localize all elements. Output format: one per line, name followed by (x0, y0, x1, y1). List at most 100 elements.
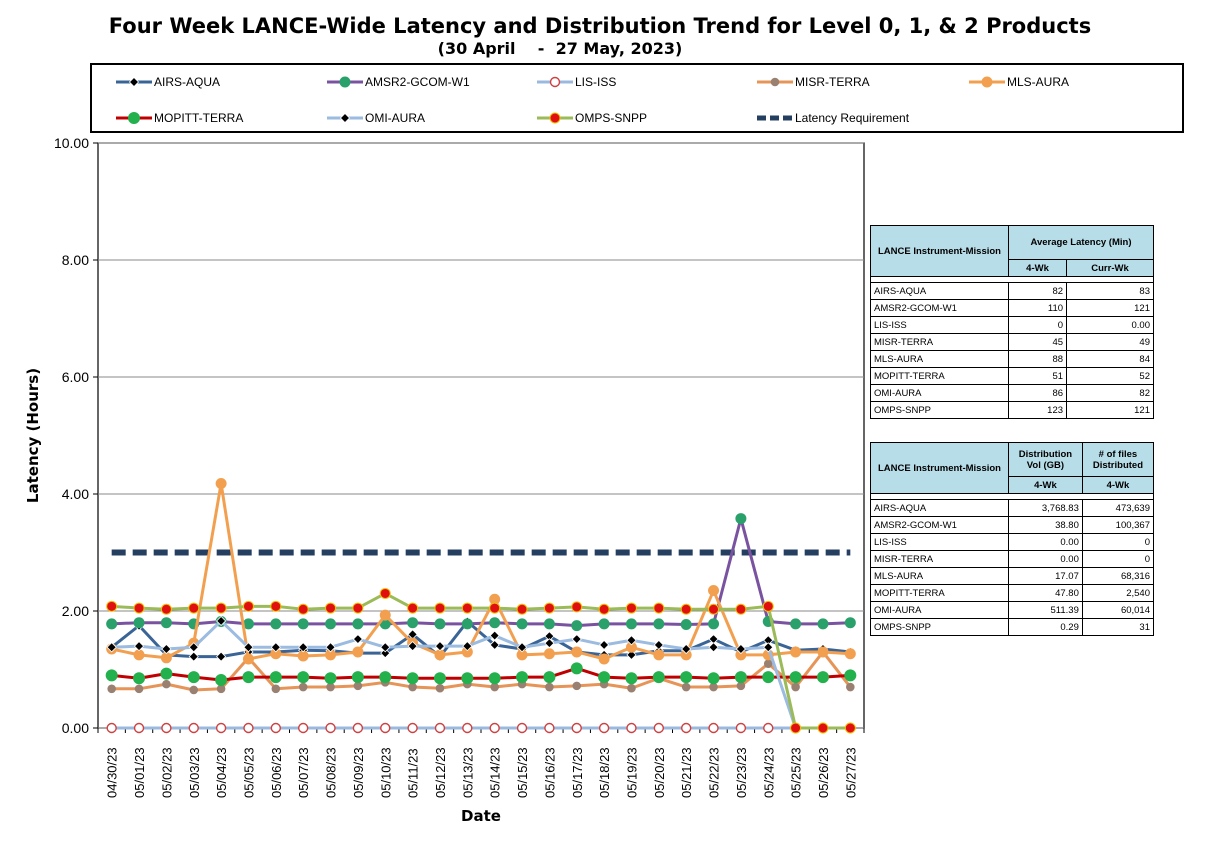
legend-marker (770, 77, 780, 87)
data-point (571, 722, 582, 734)
table-row: OMPS-SNPP 0.29 31 (870, 618, 1155, 636)
data-point (816, 671, 829, 684)
data-point (762, 671, 775, 684)
data-point (133, 722, 145, 734)
data-point (434, 618, 446, 630)
data-point (516, 618, 528, 630)
x-tick-label: 05/24/23 (761, 747, 776, 798)
table-row: AIRS-AQUA 3,768.83 473,639 (870, 499, 1155, 517)
data-point (709, 682, 718, 692)
data-point (516, 671, 529, 684)
data-point (735, 603, 747, 615)
legend-marker (339, 112, 351, 124)
data-point (625, 602, 637, 614)
latency-line-chart: 0.00 2.00 4.00 6.00 8.00 10.00 04/30/23 05/01/2… (24, 135, 865, 825)
table-header-files: # of files Distributed (1081, 442, 1155, 477)
data-point (106, 722, 117, 734)
table-row: MISR-TERRA 0.00 0 (870, 550, 1155, 568)
data-point (188, 642, 199, 653)
data-point (489, 630, 500, 641)
table-header-instrument: LANCE Instrument-Mission (870, 225, 1009, 277)
data-point (708, 722, 719, 734)
data-point (407, 641, 418, 652)
data-point (846, 682, 855, 692)
legend-marker (549, 76, 561, 88)
table-cell-instrument: LIS-ISS (870, 533, 1009, 551)
data-point (653, 639, 664, 650)
data-point (516, 722, 528, 734)
data-point (736, 681, 746, 691)
data-point (380, 722, 391, 734)
data-point (107, 684, 116, 694)
data-point (133, 649, 145, 661)
table-cell-value: 83 (1066, 282, 1154, 300)
data-point (216, 651, 227, 662)
data-point (599, 639, 610, 650)
data-point (298, 682, 308, 692)
data-point (352, 618, 364, 630)
table-cell-instrument: AIRS-AQUA (870, 499, 1009, 517)
data-point (188, 722, 199, 734)
table-cell-instrument: OMI-AURA (870, 384, 1009, 402)
data-point (380, 642, 391, 653)
data-point (708, 618, 720, 630)
data-point (735, 513, 747, 525)
legend-marker (128, 76, 140, 88)
x-tick-label: 05/13/23 (460, 747, 475, 798)
data-point (844, 648, 856, 660)
data-point (407, 617, 419, 629)
legend-swatch (116, 112, 152, 124)
table-row: MOPITT-TERRA 51 52 (870, 367, 1154, 385)
data-point (817, 722, 829, 734)
y-axis-title: Latency (Hours) (24, 368, 42, 503)
data-point (242, 671, 255, 684)
data-point (106, 642, 117, 653)
data-point (626, 722, 637, 734)
data-point (352, 722, 364, 734)
x-tick-label: 05/20/23 (652, 747, 667, 798)
data-point (380, 648, 391, 659)
legend-marker (339, 76, 351, 88)
data-point (462, 641, 473, 652)
data-point (433, 672, 446, 685)
data-point (269, 671, 282, 684)
data-point (215, 477, 227, 489)
data-point (571, 620, 583, 632)
data-point (160, 667, 173, 680)
data-point (407, 602, 419, 614)
data-point (352, 634, 363, 645)
table-cell-value: 100,367 (1081, 516, 1155, 534)
data-point (544, 638, 555, 649)
data-point (160, 617, 172, 629)
data-point (353, 681, 363, 691)
x-tick-label: 05/05/23 (241, 747, 256, 798)
table-row: MLS-AURA 17.07 68,316 (870, 567, 1155, 585)
x-tick-label: 05/07/23 (296, 747, 311, 798)
data-point (106, 600, 118, 612)
x-tick-label: 05/16/23 (542, 747, 557, 798)
table-cell-value: 82 (1007, 282, 1068, 300)
data-point (461, 672, 474, 685)
table-subheader-4wk: 4-Wk (1007, 259, 1068, 277)
table-cell-value: 0 (1081, 550, 1155, 568)
x-tick-label: 05/10/23 (378, 747, 393, 798)
legend-marker (981, 76, 993, 88)
table-cell-value: 473,639 (1081, 499, 1155, 517)
data-point (708, 642, 719, 653)
data-point (570, 662, 583, 675)
data-point (680, 671, 693, 684)
data-point (160, 652, 172, 664)
data-point (216, 615, 227, 627)
data-point (379, 671, 392, 684)
data-point (598, 653, 610, 665)
table-cell-instrument: MOPITT-TERRA (870, 584, 1009, 602)
table-cell-instrument: OMPS-SNPP (870, 618, 1009, 636)
table-cell-instrument: AIRS-AQUA (870, 282, 1009, 300)
data-point (516, 603, 528, 615)
data-point (270, 722, 282, 734)
table-cell-value: 0.29 (1008, 618, 1083, 636)
data-point (653, 722, 665, 734)
data-point (243, 642, 254, 653)
table-cell-value: 3,768.83 (1008, 499, 1083, 517)
series-line (111, 481, 851, 661)
